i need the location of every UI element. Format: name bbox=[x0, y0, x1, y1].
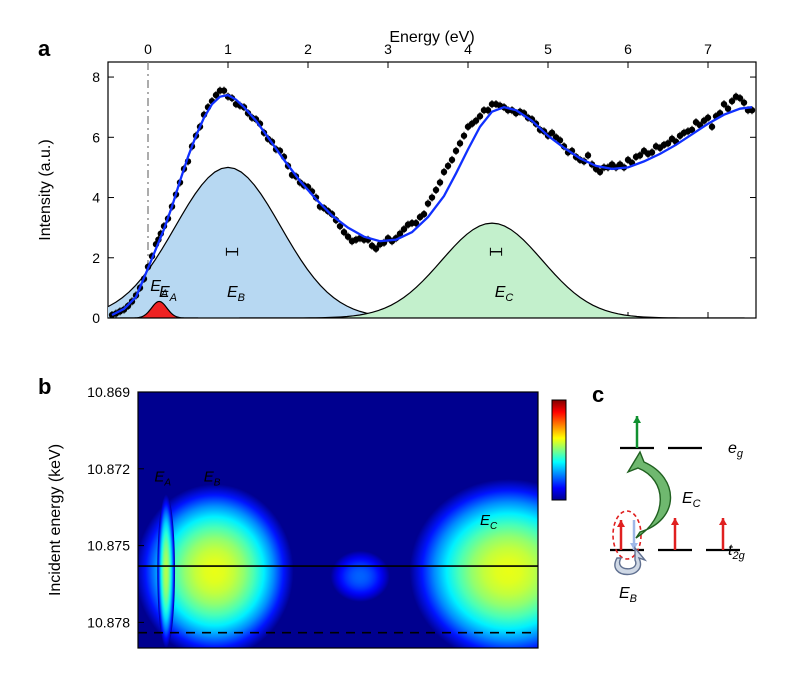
svg-text:0: 0 bbox=[92, 310, 100, 326]
svg-text:2: 2 bbox=[304, 41, 312, 57]
svg-text:t2g: t2g bbox=[728, 542, 746, 562]
svg-text:Energy (eV): Energy (eV) bbox=[389, 29, 474, 46]
svg-text:4: 4 bbox=[464, 41, 472, 57]
svg-text:5: 5 bbox=[544, 41, 552, 57]
svg-text:c: c bbox=[592, 382, 604, 407]
figure: a Energy (eV) Intensity (a.u.) 0 1 2 3 4 5 6 7 0 2 4 6… bbox=[20, 20, 768, 680]
svg-text:2: 2 bbox=[92, 250, 100, 266]
svg-text:8: 8 bbox=[92, 69, 100, 85]
figure-svg: a Energy (eV) Intensity (a.u.) 0 1 2 3 4 5 6 7 0 2 4 6… bbox=[20, 20, 768, 680]
svg-text:Incident energy (keV): Incident energy (keV) bbox=[47, 444, 64, 596]
svg-text:b: b bbox=[38, 374, 51, 399]
svg-text:EB: EB bbox=[619, 585, 637, 605]
svg-text:1: 1 bbox=[224, 41, 232, 57]
svg-text:6: 6 bbox=[92, 129, 100, 145]
svg-text:eg: eg bbox=[728, 440, 744, 460]
svg-text:EC: EC bbox=[682, 490, 701, 510]
svg-text:a: a bbox=[38, 36, 51, 61]
svg-text:4: 4 bbox=[92, 190, 100, 206]
svg-text:10.869: 10.869 bbox=[87, 384, 130, 400]
svg-text:10.878: 10.878 bbox=[87, 614, 130, 630]
svg-text:10.875: 10.875 bbox=[87, 538, 130, 554]
svg-text:0: 0 bbox=[144, 41, 152, 57]
svg-text:Intensity (a.u.): Intensity (a.u.) bbox=[37, 139, 54, 240]
svg-text:10.872: 10.872 bbox=[87, 461, 130, 477]
svg-text:3: 3 bbox=[384, 41, 392, 57]
svg-text:7: 7 bbox=[704, 41, 712, 57]
svg-text:6: 6 bbox=[624, 41, 632, 57]
